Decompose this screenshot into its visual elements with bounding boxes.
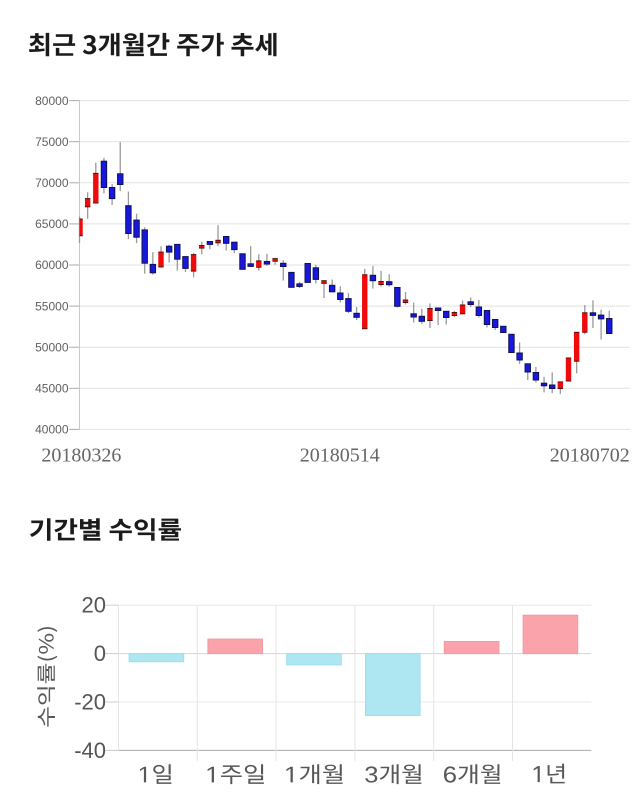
svg-text:65000: 65000 [35, 217, 69, 231]
svg-text:-40: -40 [74, 738, 106, 763]
svg-text:20180326: 20180326 [41, 444, 121, 466]
svg-text:0: 0 [94, 641, 106, 666]
svg-text:50000: 50000 [35, 340, 69, 354]
svg-text:55000: 55000 [35, 299, 69, 313]
svg-text:20: 20 [82, 593, 106, 618]
svg-text:20180514: 20180514 [300, 444, 380, 466]
svg-text:40000: 40000 [35, 423, 69, 437]
svg-text:-20: -20 [74, 690, 106, 715]
svg-text:70000: 70000 [35, 176, 69, 190]
svg-text:20180702: 20180702 [550, 444, 630, 466]
svg-text:60000: 60000 [35, 258, 69, 272]
svg-text:80000: 80000 [35, 94, 69, 108]
svg-text:45000: 45000 [35, 382, 69, 396]
svg-text:75000: 75000 [35, 135, 69, 149]
